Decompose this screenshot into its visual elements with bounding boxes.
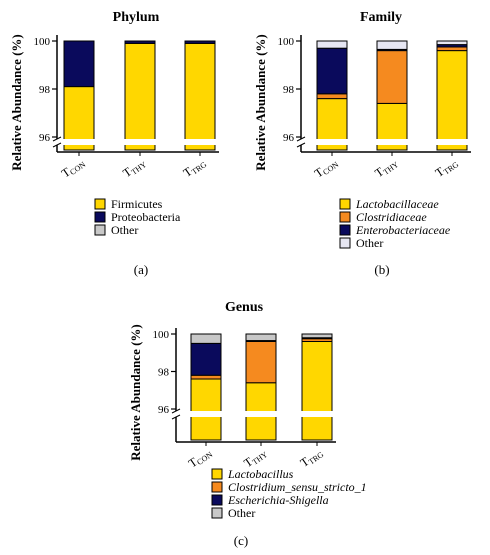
y-axis-label: Relative Abundance (%)	[128, 324, 143, 461]
bar-segment	[245, 333, 277, 342]
bar-segment	[436, 46, 468, 52]
y-tick-label: 100	[153, 329, 170, 341]
bar-segment	[124, 42, 156, 151]
chart-panel-family: Family Relative Abundance (%) 96 98 100 TCON T…	[253, 10, 471, 277]
legend-swatch	[94, 211, 106, 223]
bar-segment	[63, 40, 95, 88]
legend-swatch	[94, 198, 106, 210]
axis-break-mark	[52, 142, 62, 148]
y-tick-label: 100	[278, 36, 295, 48]
legend-swatch	[211, 481, 223, 493]
bar-segment	[376, 40, 408, 50]
bar-segment	[301, 341, 333, 441]
bar-segment	[184, 40, 216, 44]
legend-label: Clostridium_sensu_stricto_1	[228, 480, 367, 494]
bar-segment	[316, 40, 348, 49]
x-tick-label: TTRG	[298, 445, 326, 471]
axis-break-mark	[296, 136, 306, 142]
legend-swatch	[339, 224, 351, 236]
bar-segment	[376, 50, 408, 104]
legend-label: Firmicutes	[111, 197, 163, 211]
x-tick-label: TCON	[312, 155, 341, 181]
legend-swatch	[339, 198, 351, 210]
x-tick-label: TTHY	[372, 155, 400, 181]
x-tick-label: TTHY	[120, 155, 148, 181]
axis-break-mark	[171, 408, 181, 414]
y-axis-label: Relative Abundance (%)	[9, 34, 24, 171]
y-tick-label: 96	[158, 404, 170, 416]
axis-break-mark	[296, 142, 306, 148]
bar-segment	[316, 93, 348, 100]
bar-segment	[436, 50, 468, 151]
legend-label: Lactobacillus	[227, 467, 294, 481]
panel-label: (a)	[134, 262, 148, 277]
y-axis-label: Relative Abundance (%)	[253, 34, 268, 171]
legend-swatch	[211, 468, 223, 480]
legend-label: Escherichia-Shigella	[227, 493, 329, 507]
x-tick-label: TTRG	[181, 155, 209, 181]
chart-panel-genus: Genus Relative Abundance (%) 96 98 100 TCON TT…	[128, 300, 367, 548]
axis-break-mark	[52, 136, 62, 142]
y-tick-label: 98	[283, 84, 295, 96]
legend-swatch	[339, 237, 351, 249]
bar-segment	[436, 40, 468, 46]
x-tick-label: TTRG	[433, 155, 461, 181]
legend-label: Other	[228, 506, 255, 520]
bar-segment	[301, 333, 333, 339]
bar-segment	[316, 47, 348, 95]
legend-label: Lactobacillaceae	[355, 197, 439, 211]
legend-swatch	[339, 211, 351, 223]
x-tick-label: TCON	[186, 445, 215, 471]
panel-label: (c)	[234, 533, 248, 548]
legend-swatch	[94, 224, 106, 236]
legend-label: Other	[356, 236, 383, 250]
chart-title: Family	[360, 10, 402, 25]
panel-label: (b)	[374, 262, 389, 277]
y-tick-label: 96	[39, 132, 51, 144]
bar-segment	[190, 333, 222, 344]
chart-panel-phylum: Phylum Relative Abundance (%) 96 98 100 TCON T…	[9, 10, 219, 277]
bar-segment	[184, 42, 216, 151]
axis-break-gap	[51, 139, 219, 145]
bar-segment	[190, 342, 222, 376]
bar-segment	[245, 341, 277, 384]
legend-label: Proteobacteria	[111, 210, 181, 224]
legend-label: Clostridiaceae	[356, 210, 427, 224]
y-tick-label: 100	[34, 36, 51, 48]
legend-swatch	[211, 507, 223, 519]
legend-swatch	[211, 494, 223, 506]
bar-segment	[190, 374, 222, 380]
axis-break-gap	[170, 411, 336, 417]
legend-label: Other	[111, 223, 138, 237]
axis-break-mark	[171, 414, 181, 420]
axis-break-gap	[295, 139, 471, 145]
legend-label: Enterobacteriaceae	[355, 223, 451, 237]
y-tick-label: 98	[39, 84, 51, 96]
y-tick-label: 96	[283, 132, 295, 144]
bar-segment	[124, 40, 156, 44]
x-tick-label: TCON	[59, 155, 88, 181]
chart-title: Genus	[225, 300, 264, 315]
bar-segment	[190, 378, 222, 441]
chart-title: Phylum	[113, 10, 160, 25]
y-tick-label: 98	[158, 367, 170, 379]
